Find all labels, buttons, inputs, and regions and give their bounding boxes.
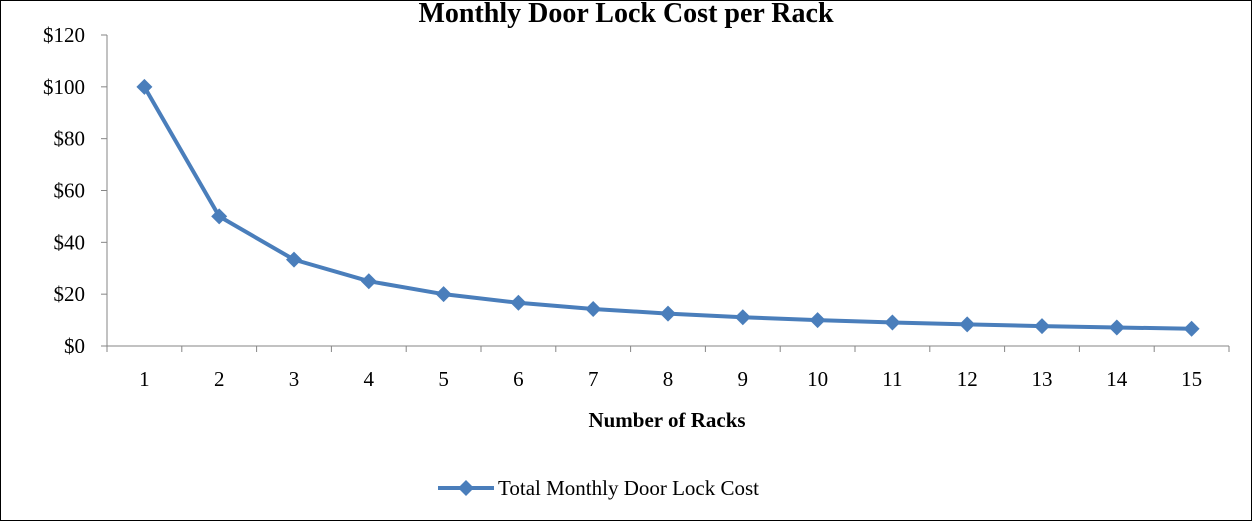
x-tick-label: 5 [438,367,449,391]
data-point-marker [1183,320,1200,337]
y-tick-label: $20 [54,282,86,306]
data-point-marker [809,312,826,329]
data-point-marker [884,314,901,331]
y-tick-label: $40 [54,230,86,254]
legend: Total Monthly Door Lock Cost [438,476,759,500]
x-tick-label: 1 [139,367,150,391]
series-group [136,78,1200,337]
data-point-marker [1034,318,1050,335]
data-point-marker [585,300,602,317]
x-tick-label: 2 [214,367,225,391]
x-tick-label: 11 [882,367,902,391]
y-tick-label: $0 [64,334,85,358]
data-point-marker [734,309,751,326]
series-line [142,85,1192,331]
data-point-marker [286,251,302,268]
x-tick-label: 8 [663,367,674,391]
x-tick-label: 13 [1032,367,1053,391]
x-tick-label: 9 [738,367,749,391]
y-tick-label: $100 [43,75,85,99]
x-tick-label: 14 [1106,367,1128,391]
x-tick-label: 15 [1181,367,1202,391]
x-tick-label: 10 [807,367,828,391]
legend-diamond-marker [458,480,474,496]
data-point-marker [136,78,153,95]
x-axis-title: Number of Racks [588,408,745,432]
x-tick-label: 3 [289,367,300,391]
data-point-marker [510,294,527,311]
data-point-marker [211,208,228,225]
chart-title: Monthly Door Lock Cost per Rack [418,1,834,29]
data-point-marker [360,273,377,290]
x-tick-label: 6 [513,367,524,391]
data-point-marker [660,305,676,322]
x-tick-label: 7 [588,367,599,391]
legend-label: Total Monthly Door Lock Cost [498,476,759,500]
y-tick-label: $120 [43,23,85,47]
y-tick-label: $60 [54,179,86,203]
x-tick-label: 4 [364,367,375,391]
x-axis: 1 2 3 4 5 6 7 8 9 10 11 12 13 14 15 [106,345,1230,391]
data-point-marker [959,316,976,333]
data-point-marker [1108,319,1125,336]
y-axis: $0 $20 $40 $60 $80 $100 $120 [43,23,108,358]
x-tick-label: 12 [957,367,978,391]
data-point-marker [435,286,452,303]
y-tick-label: $80 [54,127,86,151]
